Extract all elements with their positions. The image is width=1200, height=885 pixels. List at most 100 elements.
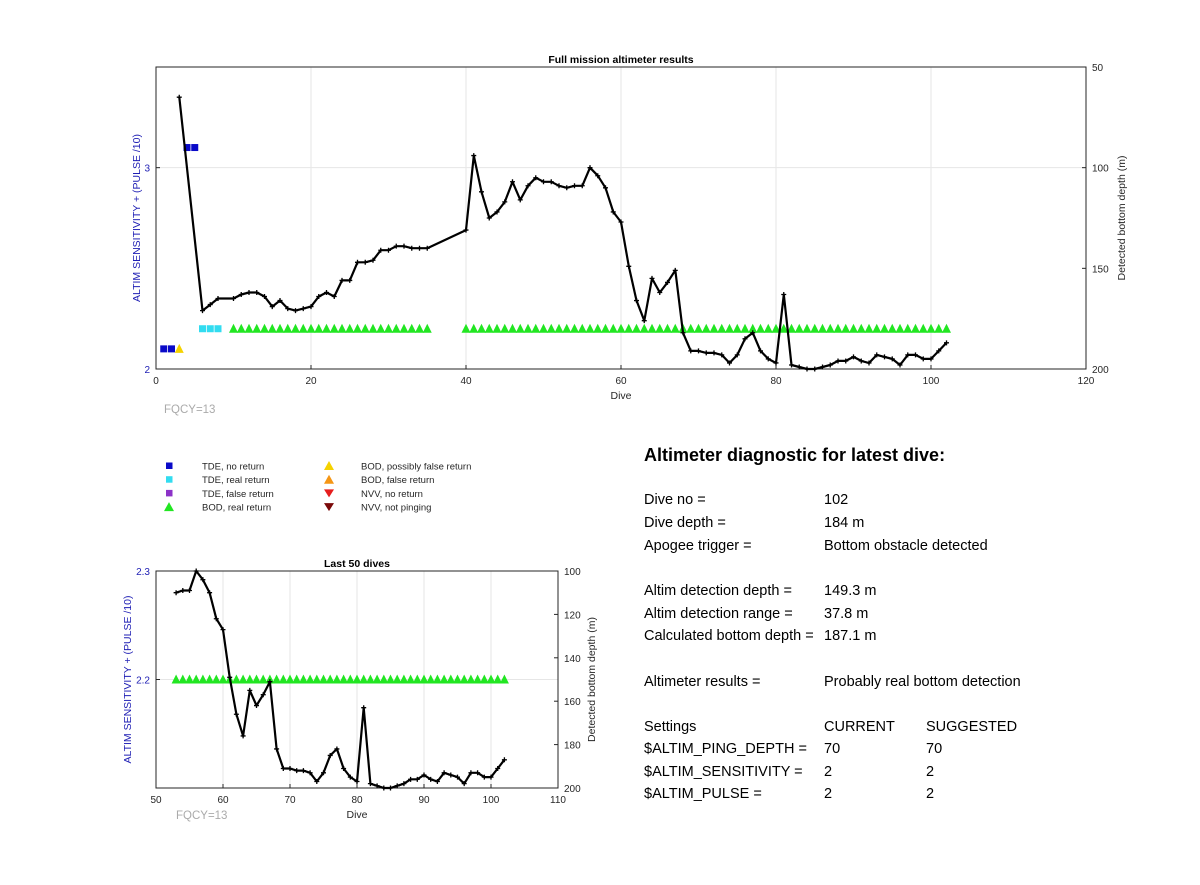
y-right-tick-label: 120 <box>564 610 581 621</box>
y-left-axis-label: ALTIM SENSITIVITY + (PULSE /10) <box>122 596 134 764</box>
diagnostic-title: Altimeter diagnostic for latest dive: <box>644 445 946 465</box>
detect-range-value: 37.8 m <box>824 606 869 622</box>
bod-real-return-marker <box>275 323 285 333</box>
bod-real-return-marker <box>763 323 773 333</box>
depth-point <box>238 292 244 298</box>
bod-real-return-marker <box>825 323 835 333</box>
bod-real-return-marker <box>887 323 897 333</box>
bod-real-return-marker <box>856 323 866 333</box>
tde-no-return-marker <box>160 345 168 353</box>
bod-real-return-marker <box>466 674 476 684</box>
legend-label: TDE, no return <box>202 462 264 473</box>
bod-real-return-marker <box>260 323 269 333</box>
depth-point <box>517 197 523 203</box>
bod-real-return-marker <box>725 323 734 333</box>
bod-real-return-marker <box>942 323 951 333</box>
depth-point <box>657 289 663 295</box>
results-label: Altimeter results = <box>644 674 761 690</box>
legend-label: TDE, false return <box>202 489 274 500</box>
bod-real-return-marker <box>178 674 188 684</box>
bod-real-return-marker <box>794 323 804 333</box>
bod-real-return-marker <box>285 674 295 684</box>
x-tick-label: 50 <box>150 795 162 806</box>
depth-point <box>789 362 794 368</box>
depth-point <box>393 243 399 249</box>
depth-point <box>758 348 763 354</box>
bod-real-return-marker <box>740 323 750 333</box>
depth-point <box>641 318 647 324</box>
depth-point <box>665 279 670 285</box>
depth-point <box>502 199 508 205</box>
depth-point <box>361 705 367 711</box>
bod-real-return-marker <box>292 674 302 684</box>
bod-real-return-marker <box>686 323 696 333</box>
bod-real-return-marker <box>305 674 315 684</box>
bod-real-return-marker <box>709 323 719 333</box>
depth-point <box>308 304 314 310</box>
legend-square-icon <box>166 462 173 469</box>
depth-point <box>370 257 376 263</box>
bod-real-return-marker <box>849 323 858 333</box>
depth-point <box>200 577 206 583</box>
depth-point <box>703 350 709 356</box>
bod-real-return-marker <box>694 323 703 333</box>
bod-real-return-marker <box>701 323 711 333</box>
depth-point <box>428 776 434 782</box>
bod-real-return-marker <box>272 674 282 684</box>
depth-point <box>316 294 322 300</box>
x-tick-label: 70 <box>284 795 296 806</box>
y-right-tick-label: 140 <box>564 654 581 665</box>
depth-point <box>193 568 199 574</box>
bod-real-return-marker <box>477 323 486 333</box>
tde-no-return-marker <box>168 345 175 353</box>
setting-current: 2 <box>824 786 833 802</box>
depth-point <box>475 770 481 776</box>
y-left-tick-label: 3 <box>144 164 150 175</box>
depth-point <box>300 306 306 312</box>
setting-name: $ALTIM_PULSE = <box>644 786 762 802</box>
bod-real-return-marker <box>717 323 727 333</box>
bod-real-return-marker <box>771 323 781 333</box>
depth-point <box>374 783 380 789</box>
bod-real-return-marker <box>499 674 509 684</box>
depth-point <box>347 774 353 780</box>
depth-point <box>227 674 233 680</box>
depth-point <box>269 304 275 310</box>
depth-point <box>479 189 484 195</box>
bod-real-return-marker <box>926 323 936 333</box>
bod-real-return-marker <box>484 323 494 333</box>
bod-real-return-marker <box>218 674 228 684</box>
bod-real-return-marker <box>459 674 469 684</box>
bod-real-return-marker <box>236 323 246 333</box>
depth-point <box>773 360 779 366</box>
depth-point <box>734 352 740 358</box>
depth-point <box>455 774 460 780</box>
bod-real-return-marker <box>419 674 429 684</box>
bod-real-return-marker <box>191 674 201 684</box>
depth-point <box>240 733 246 739</box>
bod-real-return-marker <box>422 323 432 333</box>
depth-point <box>874 352 880 358</box>
depth-point <box>421 772 427 778</box>
depth-point <box>944 340 949 346</box>
bod-real-return-marker <box>345 323 355 333</box>
depth-point <box>362 259 368 265</box>
depth-point <box>719 352 725 358</box>
x-tick-label: 100 <box>483 795 500 806</box>
bod-real-return-marker <box>312 674 322 684</box>
bod-real-return-marker <box>833 323 843 333</box>
depth-point <box>463 227 469 233</box>
bod-real-return-marker <box>291 323 300 333</box>
depth-point <box>468 770 474 776</box>
y-right-tick-label: 160 <box>564 697 581 708</box>
apogee-value: Bottom obstacle detected <box>824 538 988 554</box>
y-left-tick-label: 2.3 <box>136 567 150 578</box>
full-mission-chart: 0 20 40 60 80 100 120 2 3 50 100 150 200 Full mission… <box>131 54 1128 416</box>
bod-real-return-marker <box>386 674 395 684</box>
bod-real-return-marker <box>332 674 342 684</box>
depth-point <box>414 776 420 782</box>
depth-point <box>409 245 415 251</box>
depth-point <box>280 765 286 771</box>
depth-point <box>494 209 500 215</box>
bod-real-return-marker <box>585 323 595 333</box>
